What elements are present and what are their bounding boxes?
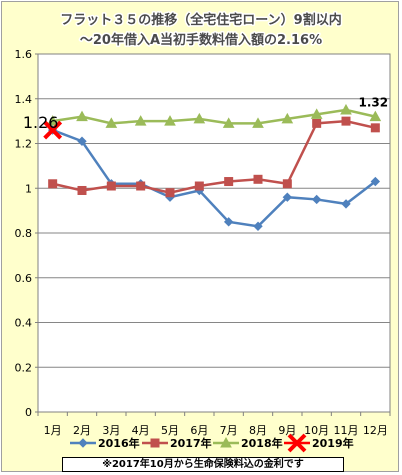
data-point bbox=[341, 116, 351, 126]
x-tick-label: 7月 bbox=[220, 424, 238, 437]
data-point bbox=[193, 112, 206, 124]
series-2019年 bbox=[43, 120, 63, 140]
y-axis-ticks: 0 0.2 0.4 0.6 0.8 1 1.2 1.4 1.6 bbox=[15, 48, 38, 419]
data-point bbox=[253, 174, 263, 184]
data-point bbox=[43, 120, 63, 140]
legend-label: 2017年 bbox=[170, 436, 212, 450]
legend-marker bbox=[150, 438, 160, 448]
data-point bbox=[76, 110, 88, 122]
data-point bbox=[222, 117, 235, 128]
data-point bbox=[282, 192, 293, 202]
series-line bbox=[52, 108, 376, 125]
y-tick-label: 0.6 bbox=[15, 272, 33, 285]
data-labels: 1.26 1.32 bbox=[23, 96, 388, 132]
y-tick-label: 0.2 bbox=[15, 361, 33, 374]
data-point bbox=[341, 199, 351, 209]
x-tick-label: 2月 bbox=[73, 424, 91, 437]
series-2018年 bbox=[46, 103, 382, 128]
data-point bbox=[369, 110, 382, 122]
data-point bbox=[312, 118, 322, 128]
x-axis-ticks: 1月 2月 3月 4月 5月 6月 7月 8月 9月 10月 11月 12月 bbox=[37, 412, 391, 437]
data-point bbox=[370, 176, 381, 187]
y-tick-label: 1.4 bbox=[15, 93, 33, 106]
legend-marker bbox=[220, 436, 232, 448]
data-point bbox=[165, 188, 175, 198]
data-point bbox=[340, 103, 352, 115]
chart-title-line-1: フラット３５の推移（全宅住宅ローン）9割以内 bbox=[60, 12, 341, 28]
legend-item: 2017年 bbox=[142, 436, 212, 450]
data-label: 1.26 bbox=[23, 113, 59, 132]
x-tick-label: 5月 bbox=[161, 424, 179, 437]
data-point bbox=[136, 181, 146, 191]
footnote: ※2017年10月から生命保険料込の金利です bbox=[62, 457, 344, 472]
x-tick-label: 6月 bbox=[190, 424, 208, 437]
x-tick-label: 11月 bbox=[334, 424, 359, 437]
legend-item: 2018年 bbox=[213, 436, 283, 450]
legend-item: 2016年 bbox=[70, 436, 140, 450]
y-tick-label: 1 bbox=[25, 182, 32, 195]
data-point bbox=[77, 136, 87, 146]
chart-title-line-2: ～20年借入A当初手数料借入額の2.16% bbox=[80, 32, 322, 48]
x-tick-label: 3月 bbox=[102, 424, 120, 437]
data-point bbox=[252, 117, 264, 128]
x-tick-label: 9月 bbox=[278, 424, 296, 437]
y-tick-label: 1.2 bbox=[15, 138, 33, 151]
data-point bbox=[224, 177, 234, 187]
x-tick-label: 10月 bbox=[304, 424, 329, 437]
legend-label: 2016年 bbox=[98, 436, 140, 450]
data-point bbox=[48, 179, 58, 189]
x-tick-label: 8月 bbox=[249, 424, 267, 437]
data-point bbox=[106, 181, 116, 191]
data-point bbox=[194, 181, 204, 191]
series-2017年 bbox=[48, 116, 380, 198]
data-point bbox=[370, 123, 380, 133]
x-tick-label: 4月 bbox=[132, 424, 150, 437]
data-point bbox=[46, 115, 59, 126]
legend-label: 2018年 bbox=[241, 436, 283, 450]
y-tick-label: 0 bbox=[25, 406, 32, 419]
series-line bbox=[52, 128, 377, 228]
chart-title: フラット３５の推移（全宅住宅ローン）9割以内 ～20年借入A当初手数料借入額の2… bbox=[59, 11, 343, 50]
data-point bbox=[310, 108, 323, 119]
data-point bbox=[253, 221, 263, 231]
legend-item: 2019年 bbox=[284, 433, 354, 453]
plot-area bbox=[37, 53, 391, 413]
data-point bbox=[223, 217, 234, 227]
data-point bbox=[282, 179, 292, 189]
y-tick-label: 1.6 bbox=[15, 48, 33, 61]
series-lines bbox=[43, 103, 382, 231]
data-label: 1.32 bbox=[359, 96, 389, 110]
series-line bbox=[52, 119, 376, 195]
y-tick-label: 0.8 bbox=[15, 227, 33, 240]
data-point bbox=[134, 115, 147, 126]
legend-marker bbox=[78, 438, 88, 448]
x-tick-label: 1月 bbox=[44, 424, 62, 437]
data-point bbox=[311, 194, 322, 205]
legend: 2016年 2017年 2018年 2019年 bbox=[70, 433, 354, 453]
data-point bbox=[281, 112, 294, 124]
legend-marker bbox=[287, 433, 307, 453]
x-tick-label: 12月 bbox=[363, 424, 388, 437]
data-point bbox=[77, 185, 87, 195]
y-tick-label: 0.4 bbox=[15, 317, 33, 330]
data-point bbox=[164, 115, 176, 126]
legend-label: 2019年 bbox=[312, 436, 354, 450]
data-point bbox=[105, 117, 118, 128]
